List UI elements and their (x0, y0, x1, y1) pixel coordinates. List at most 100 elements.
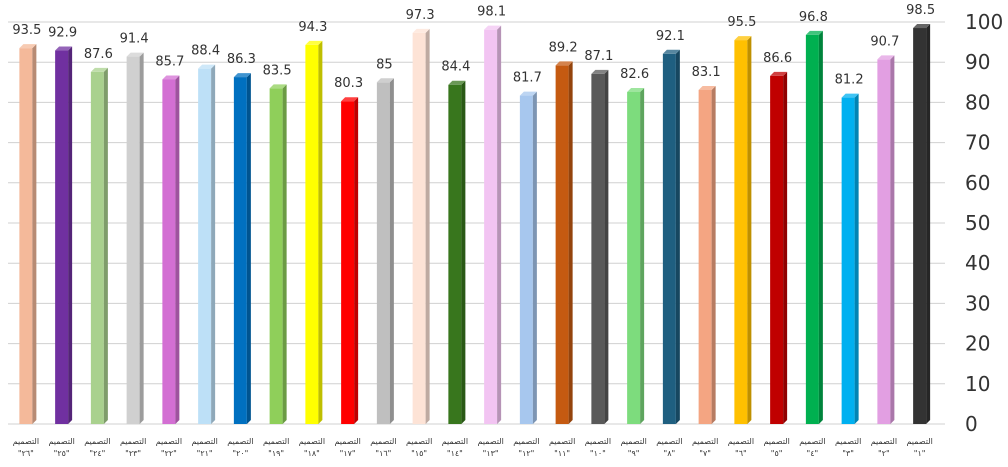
bar-top (90, 67, 108, 72)
data-label: 83.5 (263, 63, 292, 78)
y-tick-label: 10 (965, 372, 990, 396)
bar-top (55, 46, 73, 51)
data-label: 93.5 (12, 23, 41, 38)
bar-top (126, 52, 144, 57)
bar-side (818, 30, 823, 424)
x-tick-label: التصميم "١٤" (442, 437, 468, 458)
y-tick-label: 20 (965, 332, 990, 356)
bar-side (139, 52, 144, 425)
y-tick-label: 80 (965, 90, 990, 114)
x-tick-label: التصميم "١٨" (299, 437, 325, 458)
x-tick-label: التصميم "١٦" (370, 437, 396, 458)
bar-side (604, 69, 609, 424)
x-tick-label: التصميم "٢٠" (227, 437, 253, 458)
bar (448, 80, 466, 424)
bar-front (555, 65, 569, 424)
bar-top (376, 78, 394, 83)
bar-top (591, 69, 609, 74)
bar-front (269, 88, 283, 424)
bar-front (19, 48, 33, 424)
bar-side (675, 49, 680, 425)
bar (90, 67, 108, 425)
data-label: 92.1 (656, 29, 685, 44)
bar-front (770, 75, 784, 425)
data-label: 83.1 (692, 65, 721, 80)
bar-front (55, 50, 69, 425)
bar-top (19, 44, 37, 49)
bar-side (854, 93, 859, 425)
bar (555, 61, 573, 424)
bar-top (627, 87, 645, 92)
y-tick-label: 100 (965, 10, 1003, 34)
data-label: 84.4 (441, 60, 470, 75)
bar-side (103, 67, 108, 425)
bar-front (805, 34, 819, 424)
bar-front (591, 73, 605, 424)
bar-side (175, 75, 180, 425)
x-tick-label: التصميم "١٥" (406, 437, 432, 458)
bar-side (389, 78, 394, 425)
bar-front (519, 95, 533, 424)
bar-side (32, 44, 37, 424)
x-tick-label: التصميم "٩" (620, 437, 646, 458)
bar-front (877, 59, 891, 425)
bar-front (913, 28, 927, 425)
bar (805, 30, 823, 424)
x-tick-label: التصميم "٤" (799, 437, 825, 458)
data-label: 98.5 (906, 3, 935, 18)
bar (305, 40, 323, 424)
bar-top (198, 64, 216, 69)
y-tick-label: 70 (965, 131, 990, 155)
bar-front (305, 44, 319, 424)
bar-side (354, 97, 359, 424)
bar (913, 24, 931, 425)
bar-top (698, 85, 716, 90)
bar (412, 28, 430, 424)
bar-top (913, 24, 931, 29)
bar-front (448, 84, 462, 424)
x-tick-label: التصميم "٨" (656, 437, 682, 458)
bar (19, 44, 37, 424)
bar (698, 85, 716, 425)
data-label: 87.1 (584, 49, 613, 64)
x-tick-label: التصميم "١٧" (334, 437, 360, 458)
bar-top (162, 75, 180, 80)
bar-front (484, 29, 498, 424)
bar-side (640, 87, 645, 424)
data-label: 89.2 (549, 40, 578, 55)
x-tick-label: التصميم "٦" (728, 437, 754, 458)
x-tick-label: التصميم "١٢" (513, 437, 539, 458)
x-tick-label: التصميم "٣" (835, 437, 861, 458)
bar-top (269, 84, 287, 89)
bar-front (662, 53, 676, 425)
bar (55, 46, 73, 425)
bar-front (233, 77, 247, 424)
bar-side (461, 80, 466, 424)
data-label: 80.3 (334, 76, 363, 91)
data-label: 86.3 (227, 52, 256, 67)
bar (341, 97, 359, 424)
bar-front (126, 56, 140, 425)
bar (591, 69, 609, 424)
bar-side (318, 40, 323, 424)
bar-side (568, 61, 573, 424)
x-tick-label: التصميم "١٩" (263, 437, 289, 458)
bar-top (841, 93, 859, 98)
bar (484, 25, 502, 424)
x-tick-label: التصميم "٢١" (191, 437, 217, 458)
data-label: 95.5 (727, 15, 756, 30)
data-labels: 93.5 92.9 87.6 91.4 85.7 88.4 86.3 83.5 94.3 80.3… (12, 3, 935, 91)
bar-front (698, 89, 712, 425)
bar-top (519, 91, 537, 96)
bar (519, 91, 537, 424)
data-label: 88.4 (191, 44, 220, 59)
bar (877, 55, 895, 425)
bars (19, 24, 931, 425)
data-label: 87.6 (84, 47, 113, 62)
bar (770, 71, 788, 425)
data-label: 97.3 (406, 8, 435, 23)
x-tick-label: التصميم "٥" (763, 437, 789, 458)
bar-top (877, 55, 895, 60)
bar (376, 78, 394, 425)
